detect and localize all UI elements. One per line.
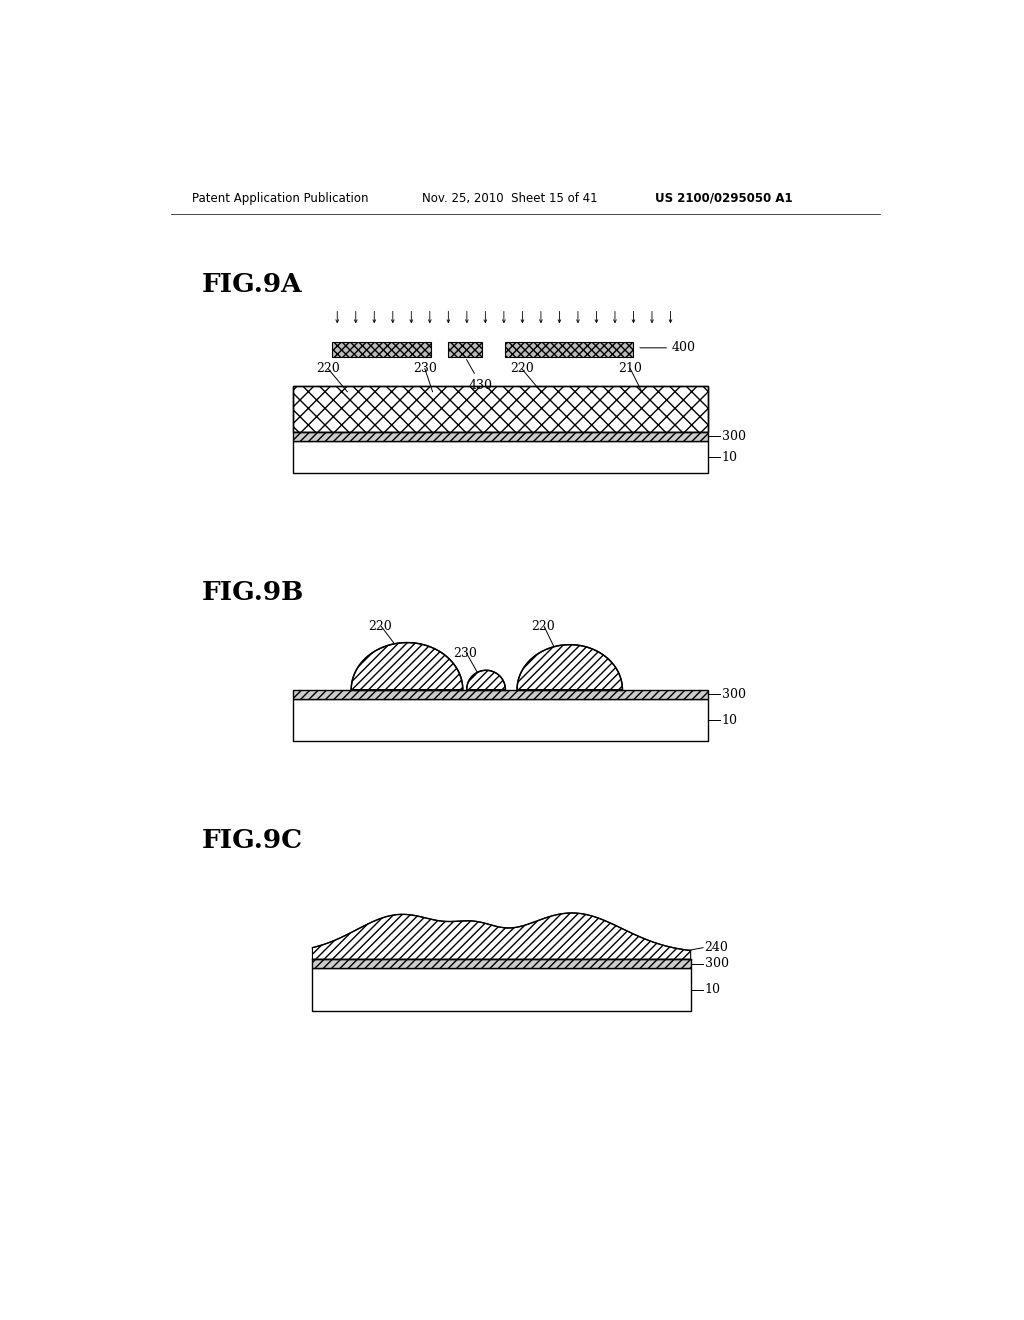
Polygon shape bbox=[312, 913, 690, 960]
Bar bbox=[293, 385, 708, 432]
Bar bbox=[503, 385, 708, 432]
Text: FIG.9C: FIG.9C bbox=[202, 829, 303, 853]
Bar bbox=[293, 385, 406, 432]
Bar bbox=[506, 342, 633, 358]
Text: 220: 220 bbox=[369, 620, 392, 634]
Text: 220: 220 bbox=[531, 620, 555, 634]
Text: 230: 230 bbox=[454, 647, 477, 660]
Text: 220: 220 bbox=[316, 362, 340, 375]
Text: FIG.9B: FIG.9B bbox=[202, 581, 304, 606]
Text: 300: 300 bbox=[722, 688, 745, 701]
Text: US 2100/0295050 A1: US 2100/0295050 A1 bbox=[655, 191, 793, 205]
Text: Nov. 25, 2010  Sheet 15 of 41: Nov. 25, 2010 Sheet 15 of 41 bbox=[423, 191, 598, 205]
Polygon shape bbox=[351, 643, 463, 689]
Bar bbox=[293, 689, 708, 700]
Bar bbox=[293, 441, 708, 474]
Bar bbox=[312, 960, 690, 969]
Text: 230: 230 bbox=[414, 362, 437, 375]
Bar bbox=[293, 700, 708, 742]
Bar bbox=[449, 342, 482, 358]
Bar bbox=[293, 432, 708, 441]
Polygon shape bbox=[467, 671, 506, 689]
Text: 10: 10 bbox=[722, 450, 737, 463]
Text: 240: 240 bbox=[705, 941, 728, 954]
Text: FIG.9A: FIG.9A bbox=[202, 272, 302, 297]
Bar bbox=[312, 969, 690, 1011]
Polygon shape bbox=[517, 644, 623, 689]
Text: 430: 430 bbox=[467, 359, 493, 392]
Bar bbox=[332, 342, 431, 358]
Text: 210: 210 bbox=[618, 362, 642, 375]
Text: 400: 400 bbox=[640, 342, 696, 354]
Bar bbox=[293, 385, 708, 432]
Text: 300: 300 bbox=[705, 957, 729, 970]
Text: 300: 300 bbox=[722, 430, 745, 444]
Text: 10: 10 bbox=[705, 983, 721, 997]
Text: 220: 220 bbox=[510, 362, 534, 375]
Text: 10: 10 bbox=[722, 714, 737, 726]
Text: Patent Application Publication: Patent Application Publication bbox=[191, 191, 368, 205]
